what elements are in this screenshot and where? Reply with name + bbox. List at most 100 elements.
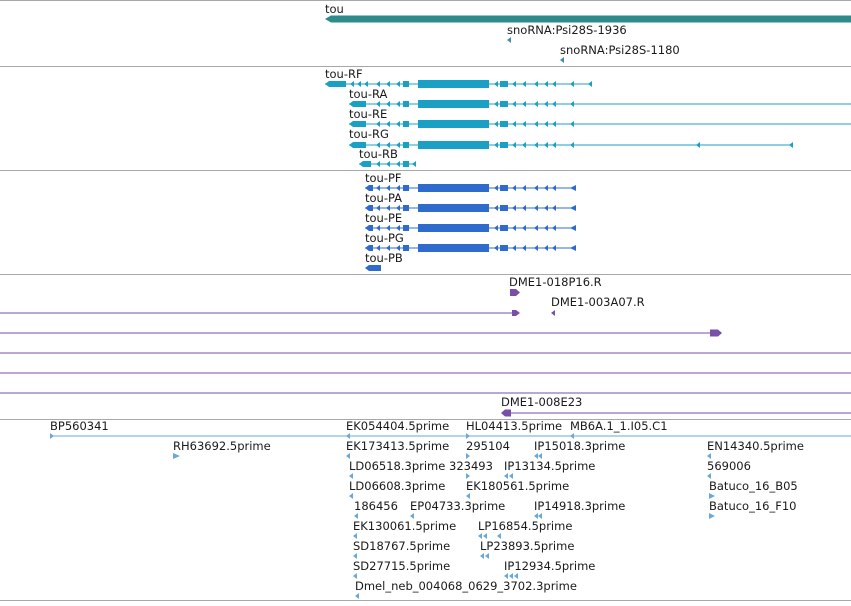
clone-track: DME1-018P16.R DME1-003A07.R DME1-008E23 [0,275,851,417]
est-label: Batuco_16_B05 [709,479,798,493]
exon [325,81,346,87]
est-label: SD18767.5prime [353,539,450,553]
est-feature[interactable]: IP13134.5prime [504,459,595,479]
protein-tou-pf[interactable]: tou-PF [365,171,576,192]
est-label: HL04413.5prime [466,419,562,433]
gene-label: tou [325,2,344,16]
est-label: EK054404.5prime [346,419,449,433]
est-feature[interactable]: 295104 [466,439,510,459]
transcript-tou-rb[interactable]: tou-RB [359,147,416,167]
est-feature[interactable]: BP560341 [50,419,851,439]
est-feature[interactable]: SD18767.5prime [353,539,450,559]
protein-tou-pe[interactable]: tou-PE [365,211,576,232]
est-label: IP12934.5prime [504,559,595,573]
est-label: SD27715.5prime [353,559,450,573]
est-feature[interactable]: Batuco_16_B05 [709,479,798,499]
est-label: 186456 [354,499,398,513]
gene-glyph [325,15,851,23]
gene-track: tou snoRNA:Psi28S-1936 snoRNA:Psi28S-118… [325,2,851,63]
est-feature[interactable]: Dmel_neb_004068_0629_3702.3prime [355,579,577,599]
clone-feature[interactable]: DME1-008E23 [501,395,851,417]
protein-label: tou-PB [365,251,403,265]
transcript-tou-ra[interactable]: tou-RA [349,87,851,108]
est-feature[interactable]: MB6A.1_1.I05.C1 [570,419,668,439]
est-feature[interactable]: EN14340.5prime [707,439,804,459]
protein-track: tou-PF tou-PA [365,171,576,271]
est-feature[interactable]: 186456 [354,499,398,519]
transcript-label: tou-RB [359,147,398,161]
est-label: IP14918.3prime [534,499,625,513]
est-feature[interactable]: EK173413.5prime [346,439,449,459]
est-feature[interactable]: 569006 [707,459,751,479]
snorna-label: snoRNA:Psi28S-1936 [507,23,627,37]
est-feature[interactable]: IP15018.3prime [534,439,625,459]
transcript-tou-re[interactable]: tou-RE [349,107,851,128]
protein-tou-pb[interactable]: tou-PB [365,251,403,271]
snorna-feature[interactable]: snoRNA:Psi28S-1936 [507,23,627,43]
est-label: EK130061.5prime [353,519,456,533]
clone-feature[interactable] [0,329,722,337]
est-feature[interactable]: LP23893.5prime [480,539,574,559]
est-label: Batuco_16_F10 [709,499,796,513]
protein-label: tou-PE [365,211,402,225]
est-feature[interactable]: 323493 [449,459,493,479]
est-label: RH63692.5prime [173,439,271,453]
est-label: EP04733.3prime [410,499,505,513]
est-feature[interactable]: EK054404.5prime [346,419,449,439]
snorna-feature[interactable]: snoRNA:Psi28S-1180 [560,43,680,63]
transcript-label: tou-RF [325,67,363,81]
snorna-glyph [560,57,564,63]
clone-feature[interactable] [0,310,520,316]
est-feature[interactable]: EK180561.5prime [466,479,569,499]
est-feature[interactable]: EP04733.3prime [410,499,505,519]
est-label: LD06608.3prime [349,479,445,493]
transcript-tou-rf[interactable]: tou-RF [325,67,592,88]
est-feature[interactable]: LD06608.3prime [349,479,445,499]
protein-tou-pg[interactable]: tou-PG [365,231,576,252]
clone-label: DME1-008E23 [501,395,582,409]
est-label: 295104 [466,439,510,453]
est-feature[interactable]: EK130061.5prime [353,519,456,539]
est-label: EK180561.5prime [466,479,569,493]
est-label: BP560341 [50,419,109,433]
est-label: IP15018.3prime [534,439,625,453]
clone-feature[interactable]: DME1-003A07.R [551,295,645,316]
gene-feature-tou[interactable]: tou [325,2,851,23]
est-label: EK173413.5prime [346,439,449,453]
est-label: IP13134.5prime [504,459,595,473]
est-label: 569006 [707,459,751,473]
protein-label: tou-PG [365,231,404,245]
est-label: 323493 [449,459,493,473]
est-feature[interactable]: Batuco_16_F10 [709,499,796,519]
transcript-track: tou-RF tou-RA [325,67,851,167]
clone-feature[interactable]: DME1-018P16.R [509,275,602,296]
protein-label: tou-PA [365,191,402,205]
est-track: BP560341 RH63692.5prime EK054404.5prime … [50,419,851,599]
est-label: MB6A.1_1.I05.C1 [570,419,668,433]
est-label: LD06518.3prime [349,459,445,473]
transcript-label: tou-RE [349,107,387,121]
est-label: Dmel_neb_004068_0629_3702.3prime [355,579,577,593]
est-label: EN14340.5prime [707,439,804,453]
est-feature[interactable]: LD06518.3prime [349,459,445,479]
clone-label: DME1-018P16.R [509,275,602,289]
snorna-glyph [507,37,511,43]
transcript-label: tou-RA [349,87,388,101]
protein-tou-pa[interactable]: tou-PA [365,191,576,212]
transcript-tou-rg[interactable]: tou-RG [349,127,793,149]
est-feature[interactable]: IP12934.5prime [504,559,595,579]
est-feature[interactable]: IP14918.3prime [534,499,625,519]
snorna-label: snoRNA:Psi28S-1180 [560,43,680,57]
est-label: LP23893.5prime [480,539,574,553]
exon [365,265,381,271]
clone-label: DME1-003A07.R [551,295,645,309]
est-feature[interactable]: LP16854.5prime [478,519,572,539]
transcript-label: tou-RG [349,127,389,141]
est-label: LP16854.5prime [478,519,572,533]
est-feature[interactable]: RH63692.5prime [173,439,271,459]
est-feature[interactable]: SD27715.5prime [353,559,450,579]
est-feature[interactable]: HL04413.5prime [466,419,562,439]
protein-label: tou-PF [365,171,402,185]
